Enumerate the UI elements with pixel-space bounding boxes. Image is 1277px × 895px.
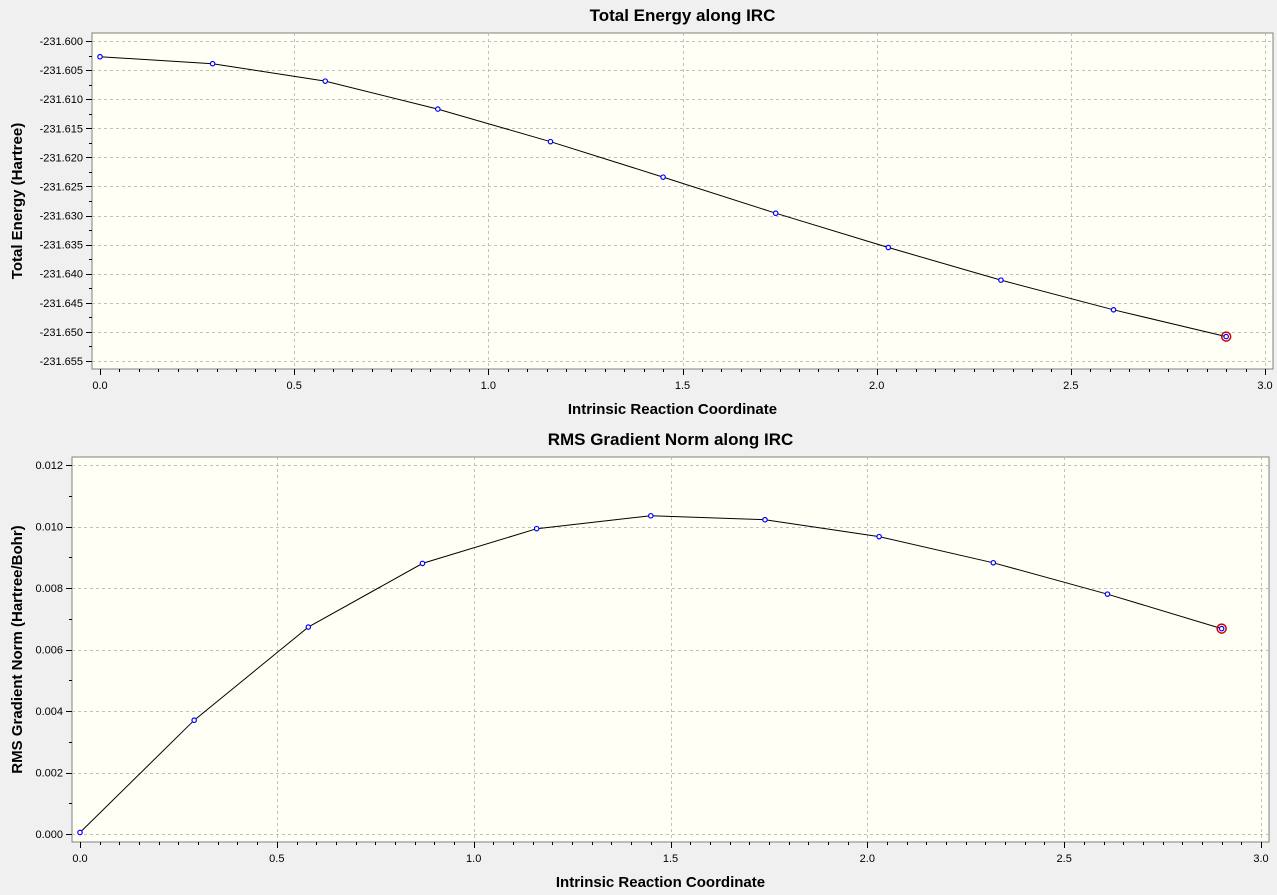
energy-data-point[interactable] xyxy=(209,60,216,67)
energy-data-point[interactable] xyxy=(660,174,666,180)
energy-data-point[interactable] xyxy=(772,210,779,217)
energy-y-tick-label: -231.650 xyxy=(40,327,83,339)
gradient-y-tick-label: 0.002 xyxy=(35,768,63,780)
gradient-y-tick-label: 0.000 xyxy=(35,829,63,841)
gradient-y-tick-label: 0.010 xyxy=(35,522,63,534)
energy-y-tick-label: -231.635 xyxy=(40,240,83,252)
gradient-data-point[interactable] xyxy=(191,717,197,724)
gradient-plot-area xyxy=(71,456,1270,843)
gradient-data-point[interactable] xyxy=(419,560,426,567)
energy-chart: 0.0 0.5 1.0 1.5 2.0 2.5 3.0 -231.600 -231.605 -23… xyxy=(9,6,1274,418)
energy-y-tick-label: -231.620 xyxy=(40,152,83,164)
energy-y-tick-label: -231.625 xyxy=(40,181,83,193)
energy-y-tick-label: -231.610 xyxy=(40,94,83,106)
energy-y-tick-label: -231.645 xyxy=(40,298,83,310)
energy-y-tick-label: -231.640 xyxy=(40,269,83,281)
energy-data-point[interactable] xyxy=(885,244,892,251)
gradient-y-tick-label: 0.004 xyxy=(35,706,63,718)
gradient-x-tick-label: 2.0 xyxy=(860,853,875,865)
energy-data-point[interactable] xyxy=(547,138,554,145)
energy-x-tick-label: 2.5 xyxy=(1063,380,1078,392)
gradient-data-point[interactable] xyxy=(1104,591,1111,597)
gradient-data-point[interactable] xyxy=(305,624,312,630)
energy-y-tick-label: -231.655 xyxy=(40,356,83,368)
energy-data-point[interactable] xyxy=(322,78,329,84)
energy-x-tick-label: 3.0 xyxy=(1257,380,1272,392)
gradient-y-axis-label: RMS Gradient Norm (Hartree/Bohr) xyxy=(9,525,26,773)
energy-x-tick-label: 0.5 xyxy=(287,380,302,392)
energy-y-tick-label: -231.605 xyxy=(40,65,83,77)
energy-y-axis-label: Total Energy (Hartree) xyxy=(9,123,26,279)
gradient-x-tick-label: 3.0 xyxy=(1253,853,1268,865)
gradient-chart: 0.0 0.5 1.0 1.5 2.0 2.5 3.0 0.000 0.002 0.004 0.00… xyxy=(9,430,1270,891)
gradient-data-point[interactable] xyxy=(77,829,83,836)
gradient-data-point[interactable] xyxy=(762,516,768,523)
gradient-data-point[interactable] xyxy=(990,559,997,566)
energy-data-point[interactable] xyxy=(1223,333,1229,340)
gradient-x-tick-label: 0.5 xyxy=(269,853,284,865)
energy-y-tick-label: -231.615 xyxy=(40,123,83,135)
energy-chart-title: Total Energy along IRC xyxy=(590,6,776,25)
energy-data-point[interactable] xyxy=(435,106,441,112)
energy-highlight-point[interactable] xyxy=(1220,331,1232,342)
energy-x-axis-label: Intrinsic Reaction Coordinate xyxy=(568,401,777,418)
energy-x-tick-label: 1.5 xyxy=(675,380,690,392)
gradient-chart-title: RMS Gradient Norm along IRC xyxy=(548,430,794,449)
energy-data-point[interactable] xyxy=(97,53,103,60)
gradient-x-axis-label: Intrinsic Reaction Coordinate xyxy=(556,874,765,891)
gradient-data-point[interactable] xyxy=(1218,625,1225,632)
energy-x-tick-label: 1.0 xyxy=(481,380,496,392)
gradient-x-tick-label: 0.0 xyxy=(72,853,87,865)
energy-x-tick-label: 0.0 xyxy=(92,380,107,392)
gradient-data-point[interactable] xyxy=(533,525,540,532)
energy-data-point[interactable] xyxy=(1110,306,1117,313)
energy-y-tick-label: -231.600 xyxy=(40,36,83,48)
energy-plot-area xyxy=(91,32,1274,370)
gradient-y-tick-label: 0.008 xyxy=(35,583,63,595)
gradient-y-tick-label: 0.006 xyxy=(35,645,63,657)
energy-x-tick-label: 2.0 xyxy=(869,380,884,392)
gradient-highlight-point[interactable] xyxy=(1216,623,1227,634)
gradient-data-point[interactable] xyxy=(876,533,882,540)
gradient-x-tick-label: 1.5 xyxy=(663,853,678,865)
gradient-data-point[interactable] xyxy=(648,512,654,519)
energy-y-tick-label: -231.630 xyxy=(40,211,83,223)
gradient-x-tick-label: 2.5 xyxy=(1057,853,1072,865)
gradient-y-tick-label: 0.012 xyxy=(35,460,63,472)
energy-data-point[interactable] xyxy=(998,277,1004,283)
gradient-x-tick-label: 1.0 xyxy=(466,853,481,865)
